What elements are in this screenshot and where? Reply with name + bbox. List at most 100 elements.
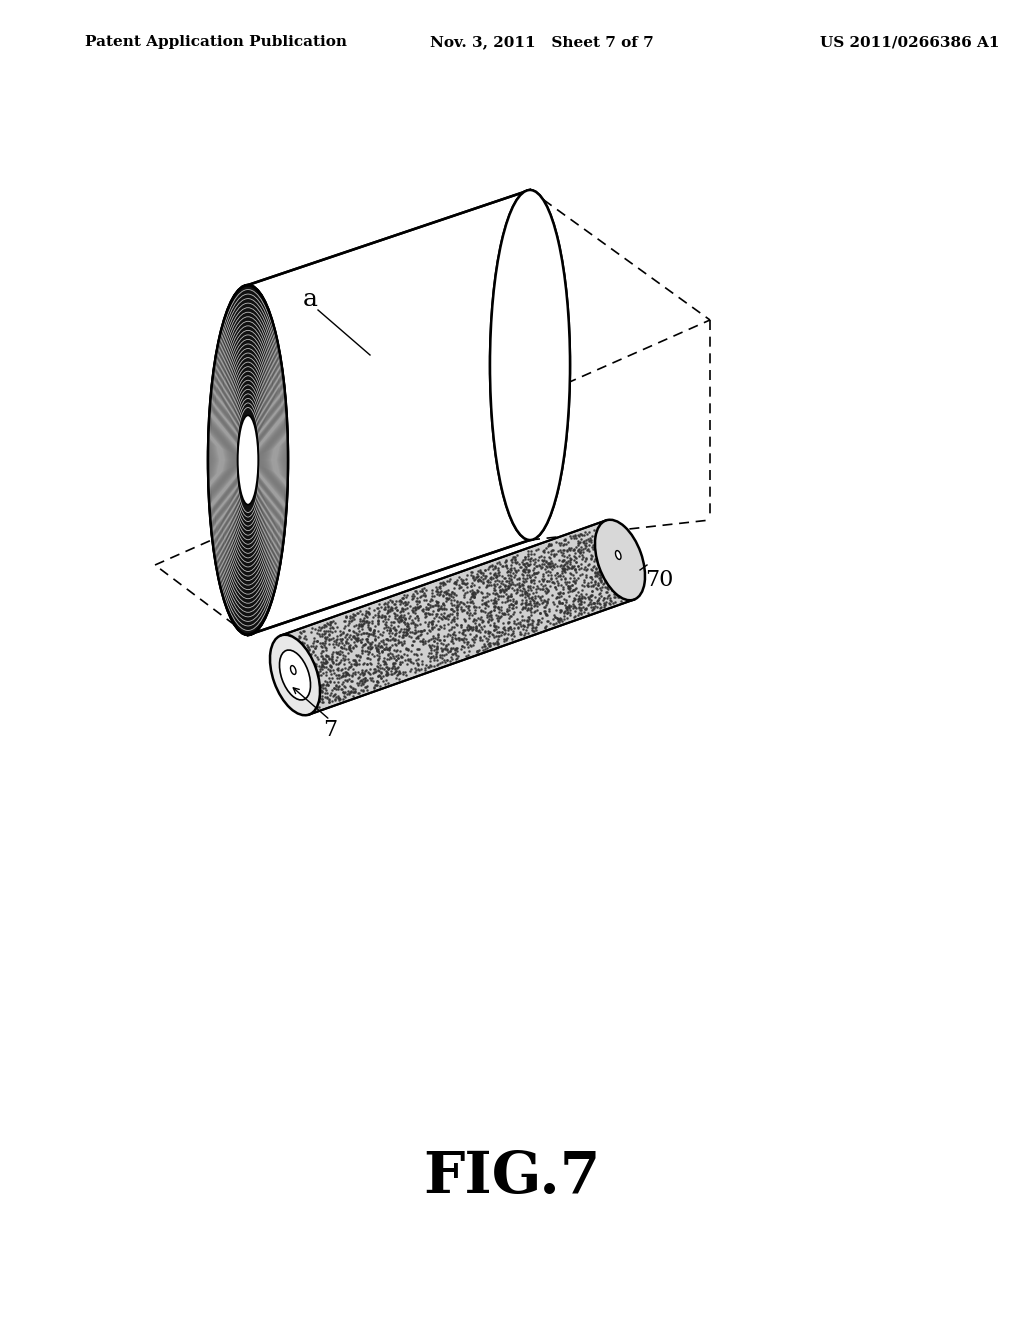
Point (336, 618, 352, 639)
Point (284, 636, 300, 657)
Point (544, 558, 560, 579)
Point (600, 570, 616, 591)
Point (490, 550, 507, 572)
Point (391, 632, 408, 653)
Point (435, 573, 452, 594)
Point (527, 539, 544, 560)
Point (438, 643, 455, 664)
Point (593, 570, 609, 591)
Point (410, 655, 426, 676)
Point (539, 610, 555, 631)
Point (511, 611, 527, 632)
Point (590, 589, 606, 610)
Point (354, 623, 371, 644)
Point (528, 556, 545, 577)
Point (570, 568, 587, 589)
Point (362, 619, 379, 640)
Point (598, 591, 614, 612)
Point (579, 540, 595, 561)
Point (549, 607, 565, 628)
Point (356, 667, 373, 688)
Point (386, 663, 402, 684)
Point (575, 587, 592, 609)
Point (486, 576, 503, 597)
Point (338, 664, 354, 685)
Point (330, 635, 346, 656)
Point (309, 681, 326, 702)
Point (449, 644, 465, 665)
Point (426, 609, 442, 630)
Point (404, 601, 421, 622)
Point (384, 657, 400, 678)
Point (556, 554, 572, 576)
Point (514, 590, 530, 611)
Point (588, 565, 604, 586)
Point (425, 610, 441, 631)
Point (377, 598, 393, 619)
Point (549, 562, 565, 583)
Point (292, 639, 308, 660)
Point (610, 586, 627, 607)
Point (325, 685, 341, 706)
Point (336, 627, 352, 648)
Point (319, 675, 336, 696)
Point (596, 570, 612, 591)
Point (485, 574, 502, 595)
Point (561, 576, 578, 597)
Point (591, 520, 607, 541)
Point (499, 627, 515, 648)
Point (489, 610, 506, 631)
Point (613, 590, 630, 611)
Point (438, 589, 455, 610)
Point (589, 548, 605, 569)
Point (380, 595, 396, 616)
Point (338, 639, 354, 660)
Point (567, 569, 584, 590)
Point (373, 597, 389, 618)
Point (398, 622, 415, 643)
Point (387, 630, 403, 651)
Point (306, 693, 323, 714)
Point (434, 644, 451, 665)
Point (571, 532, 588, 553)
Point (349, 682, 366, 704)
Point (376, 598, 392, 619)
Point (370, 671, 386, 692)
Point (417, 630, 433, 651)
Point (469, 640, 485, 661)
Point (453, 638, 469, 659)
Point (311, 632, 328, 653)
Point (515, 549, 531, 570)
Point (420, 598, 436, 619)
Point (316, 632, 333, 653)
Point (522, 579, 539, 601)
Point (571, 539, 588, 560)
Point (494, 556, 510, 577)
Point (557, 601, 573, 622)
Point (544, 572, 560, 593)
Point (359, 661, 376, 682)
Point (429, 649, 445, 671)
Point (512, 601, 528, 622)
Point (302, 648, 318, 669)
Point (470, 620, 486, 642)
Point (470, 640, 486, 661)
Point (366, 599, 382, 620)
Point (553, 574, 569, 595)
Point (398, 616, 415, 638)
Point (492, 606, 508, 627)
Point (563, 537, 580, 558)
Point (558, 574, 574, 595)
Point (582, 566, 598, 587)
Point (575, 558, 592, 579)
Point (338, 661, 354, 682)
Point (459, 631, 475, 652)
Point (594, 577, 610, 598)
Point (508, 561, 524, 582)
Point (322, 672, 338, 693)
Point (476, 626, 493, 647)
Point (404, 587, 421, 609)
Point (314, 640, 331, 661)
Point (387, 624, 403, 645)
Point (346, 680, 362, 701)
